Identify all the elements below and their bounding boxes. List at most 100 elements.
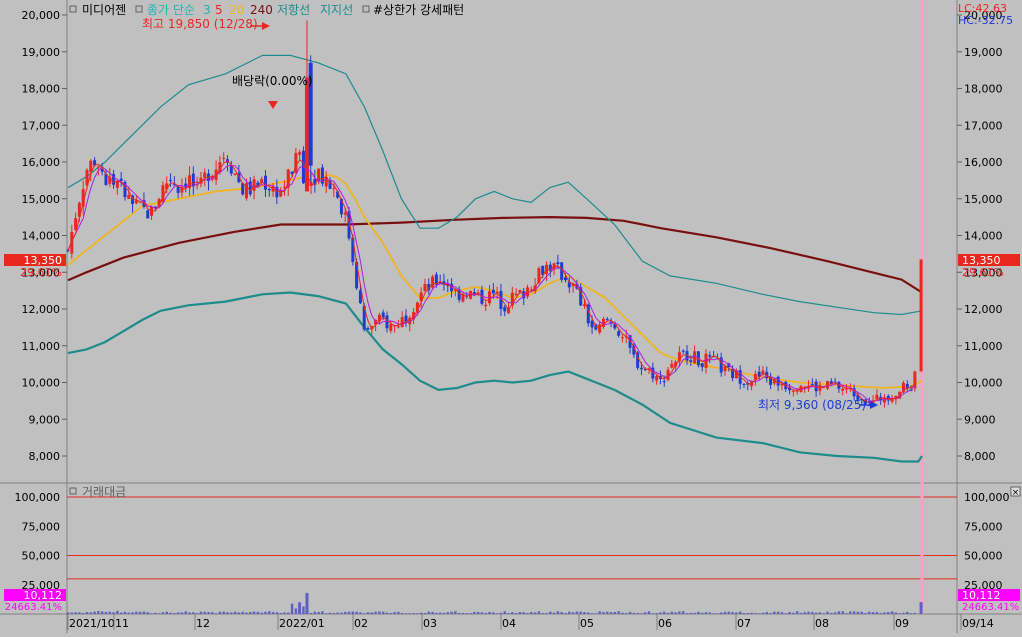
volume-bar [328,612,332,614]
y-tick-label-left: 11,000 [22,340,61,353]
volume-bar [199,611,203,614]
y-tick-label-left: 13,000 [22,266,61,279]
volume-bar [814,612,818,614]
volume-bar [765,611,768,614]
candle-body [396,326,400,328]
legend-ma240: 240 [250,3,273,17]
candle-body [590,320,594,328]
pattern-checkbox-icon[interactable] [362,5,370,13]
current-price-right: 13,350 [962,254,1001,267]
candle-body [244,183,248,199]
panel-close-icon[interactable] [1010,486,1021,497]
volume-change-left: 24663.41% [5,602,62,613]
volume-bar [135,611,138,614]
candle-body [810,384,814,386]
candle-body [108,176,112,184]
high-candle-body [304,77,309,192]
x-tick-label: 08 [815,617,829,630]
candle-body [119,178,123,181]
candle-body [886,395,890,401]
x-tick-label: 11 [115,617,129,630]
candle-body [586,304,590,324]
candle-body [320,167,324,184]
candle-body [279,190,283,197]
volume-bar [195,613,199,614]
x-axis-labels: 2021/10 11 12 2022/01 02 03 04 05 06 07 08 09 09/14 [67,614,994,630]
volume-bar [336,612,339,614]
y-tick-label-right: 13,000 [964,266,1003,279]
legend-ma-prefix: 종가 단순 [147,3,195,17]
candle-body [651,367,655,379]
candle-body [461,294,465,302]
volume-bar [237,612,241,614]
candle-body [241,183,245,195]
candle-body [677,352,681,362]
ma240-line [67,215,923,294]
volume-bar [788,612,791,614]
volume-bar [803,612,806,614]
volume-bar [514,613,518,614]
volume-tick-label-right: 75,000 [964,520,1003,533]
candle-body [419,292,423,302]
volume-bar [283,612,286,614]
volume-bar [511,612,514,614]
ma3-line [67,159,916,403]
volume-bar [188,612,191,614]
volume-bar [138,611,142,614]
volume-bar [522,612,525,614]
volume-checkbox-icon[interactable] [69,487,77,495]
volume-bar [374,611,377,614]
volume-bar [856,611,860,614]
candle-body [617,331,621,336]
x-tick-label: 03 [423,617,437,630]
volume-bar [344,611,347,614]
candle-body [362,305,366,330]
volume-bar [131,612,134,614]
candle-body [347,210,351,239]
volume-bar [913,612,917,614]
volume-bar [438,612,442,614]
candle-body [442,281,446,285]
y-tick-label-right: 8,000 [964,450,996,463]
candle-body [172,184,176,186]
candle-body [734,370,738,379]
candle-body [712,356,716,358]
candle-body [727,363,731,368]
volume-bar [157,613,161,614]
y-tick-label-left: 17,000 [22,119,61,132]
high-volume-bar [298,602,302,614]
current-price-left: 13,350 [24,254,63,267]
ma-checkbox-icon[interactable] [135,5,143,13]
volume-bar [116,610,119,614]
legend-resistance: 저항선 [277,3,310,17]
y-tick-label-right: 19,000 [964,46,1003,59]
candle-body [358,290,362,304]
candle-body [636,352,640,368]
candle-body [632,345,636,355]
volume-bar [154,612,157,614]
candle-body [620,337,624,339]
candle-body [541,265,545,275]
legend-checkbox-icon[interactable] [69,5,77,13]
volume-bar [852,611,856,614]
candle-body [829,381,833,385]
volume-bar [579,611,582,614]
volume-bar [837,611,841,614]
volume-bar [894,612,898,614]
candle-body [150,206,154,216]
volume-bar [549,611,552,614]
volume-bar [287,612,290,614]
y-tick-label-right: 14,000 [964,230,1003,243]
y-tick-label-left: 15,000 [22,193,61,206]
legend-ma20: 20 [229,3,244,17]
volume-bar [290,603,294,614]
volume-tick-label-left: 25,000 [22,579,61,592]
candle-body [510,292,514,306]
volume-bar [704,612,708,614]
lc-readout: LC:42.63 [958,2,1007,15]
volume-bar [104,611,108,614]
volume-bar [849,611,852,614]
volume-bar [784,613,787,614]
